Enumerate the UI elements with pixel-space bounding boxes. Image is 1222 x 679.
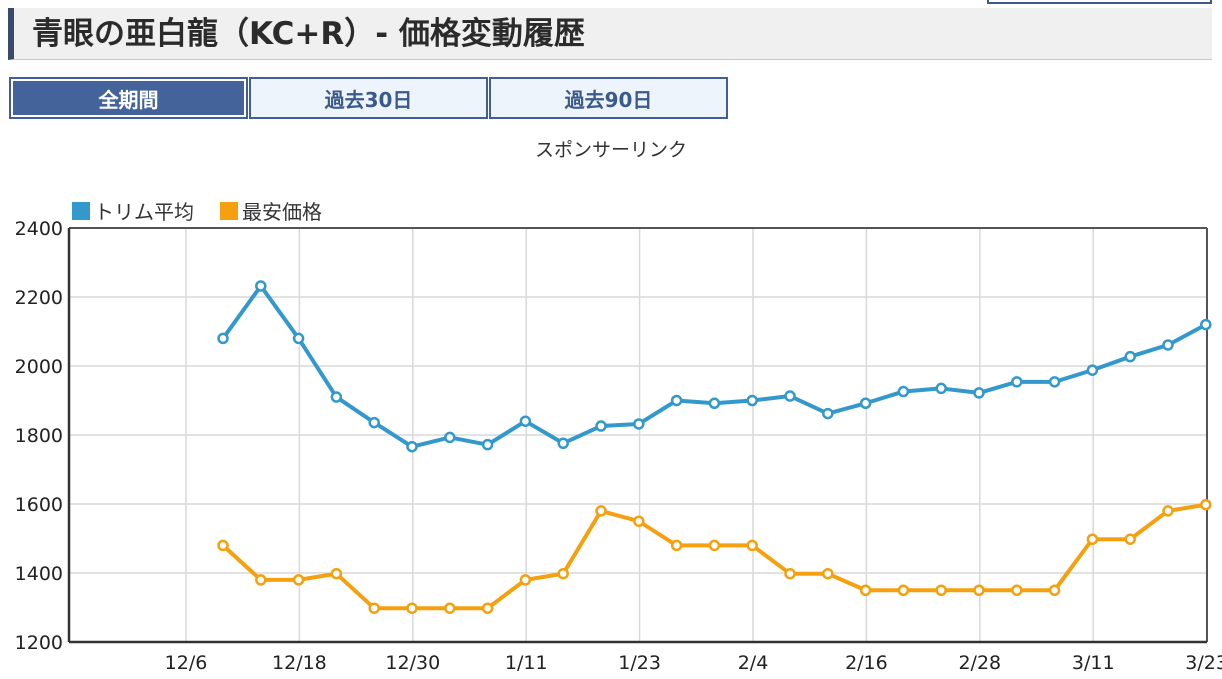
x-tick-label: 3/23 [1185,652,1222,674]
data-point[interactable] [255,574,267,586]
data-point[interactable] [670,394,683,407]
legend-label-trim-average: トリム平均 [94,200,194,224]
x-tick-label: 12/30 [385,652,440,674]
page-title: 青眼の亜白龍（KC+R）- 価格変動履歴 [32,16,585,52]
y-tick-label: 1600 [15,494,63,516]
data-point[interactable] [595,505,607,517]
data-point[interactable] [935,382,947,395]
y-tick-label: 2000 [15,356,63,378]
x-tick-label: 2/4 [738,652,769,674]
data-point[interactable] [1162,505,1174,517]
data-point[interactable] [1011,376,1023,388]
series-1 [217,498,1212,614]
tab-past-30-days[interactable]: 過去30日 [249,77,488,119]
data-point[interactable] [1048,584,1061,596]
top-edge-box [987,0,1212,4]
data-point[interactable] [1011,584,1023,596]
x-tick-label: 3/11 [1072,652,1115,674]
x-tick-label: 12/6 [165,652,208,674]
legend-swatch-lowest-price [220,201,238,220]
data-point[interactable] [519,574,532,586]
data-point[interactable] [1086,364,1099,376]
legend-swatch-trim-average [72,201,90,220]
data-point[interactable] [557,437,569,450]
data-point[interactable] [1086,533,1099,545]
x-tick-label: 2/28 [958,652,1001,674]
tab-past-90-days[interactable]: 過去90日 [489,77,728,119]
y-tick-label: 2200 [15,287,63,309]
data-point[interactable] [1124,533,1136,545]
data-point[interactable] [368,416,380,429]
chart-legend: トリム平均 最安価格 [72,196,348,225]
data-point[interactable] [897,584,910,596]
data-point[interactable] [1200,498,1212,511]
data-point[interactable] [1124,350,1136,363]
y-tick-label: 1800 [15,425,63,447]
data-point[interactable] [292,574,305,586]
y-tick-label: 1400 [15,563,63,585]
legend-item-lowest-price[interactable]: 最安価格 [220,196,322,225]
data-point[interactable] [217,539,229,552]
sponsored-link-label: スポンサーリンク [534,139,687,161]
data-point[interactable] [519,415,532,427]
data-point[interactable] [406,440,418,453]
data-point[interactable] [481,438,494,451]
y-tick-label: 2400 [15,218,63,240]
data-point[interactable] [822,407,834,420]
x-tick-label: 2/16 [845,652,888,674]
data-point[interactable] [897,385,910,398]
data-point[interactable] [670,539,683,552]
data-point[interactable] [406,602,418,614]
data-point[interactable] [973,584,985,596]
data-point[interactable] [557,567,569,580]
data-point[interactable] [595,420,607,432]
data-point[interactable] [859,397,872,410]
legend-label-lowest-price: 最安価格 [242,200,322,224]
page-title-bar: 青眼の亜白龍（KC+R）- 価格変動履歴 [8,8,1212,60]
data-point[interactable] [935,584,947,596]
data-point[interactable] [368,602,380,614]
data-point[interactable] [1162,339,1174,351]
series-0 [217,280,1212,453]
data-point[interactable] [255,280,267,292]
legend-item-trim-average[interactable]: トリム平均 [72,196,194,225]
data-point[interactable] [822,567,834,580]
data-point[interactable] [1200,318,1212,331]
data-point[interactable] [444,431,456,444]
data-point[interactable] [330,391,343,403]
data-point[interactable] [444,602,456,614]
data-point[interactable] [633,515,645,527]
data-point[interactable] [859,584,872,596]
period-tabs: 全期間 過去30日 過去90日 [9,77,729,119]
data-point[interactable] [633,418,645,430]
data-point[interactable] [481,602,494,614]
x-tick-label: 1/23 [618,652,661,674]
data-point[interactable] [292,332,305,345]
data-point[interactable] [330,567,343,580]
data-point[interactable] [784,567,796,580]
data-point[interactable] [1048,376,1061,388]
data-point[interactable] [217,332,229,345]
data-point[interactable] [708,397,721,410]
y-tick-label: 1200 [15,632,63,654]
data-point[interactable] [746,539,758,552]
data-point[interactable] [708,539,721,552]
data-point[interactable] [746,394,758,407]
x-tick-label: 12/18 [272,652,327,674]
tab-all-period[interactable]: 全期間 [9,77,248,119]
data-point[interactable] [784,390,796,402]
data-point[interactable] [973,387,985,399]
x-tick-label: 1/11 [505,652,548,674]
